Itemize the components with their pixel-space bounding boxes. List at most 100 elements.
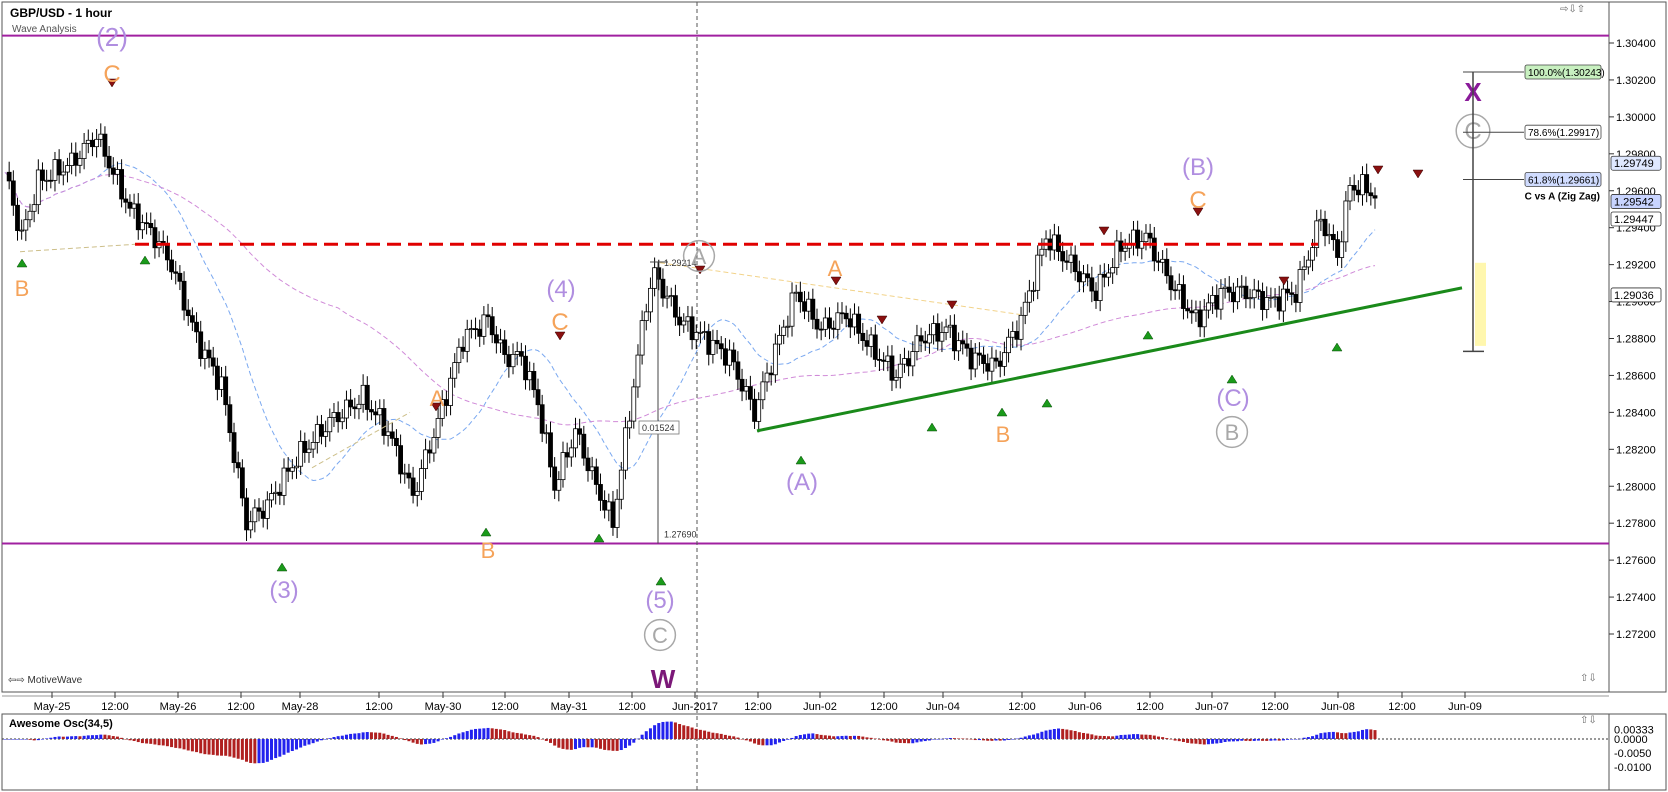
- osc-bar-falling: [136, 739, 140, 743]
- bull-candle: [781, 326, 787, 336]
- osc-bar-falling: [407, 739, 411, 742]
- osc-bar-falling: [1094, 735, 1098, 739]
- osc-bar-rising: [1002, 739, 1006, 741]
- bull-candle: [1106, 272, 1111, 278]
- osc-bar-rising: [1227, 739, 1231, 742]
- bull-candle: [52, 159, 58, 181]
- osc-bar-rising: [82, 735, 86, 739]
- osc-bar-rising: [1302, 737, 1306, 739]
- bear-candle: [1260, 291, 1265, 310]
- swing-low-marker: [480, 527, 492, 537]
- bull-candle: [327, 417, 333, 433]
- scroll-arrows-icon[interactable]: ⇧⇩: [1580, 715, 1597, 726]
- bear-candle: [673, 295, 678, 318]
- osc-bar-rising: [790, 737, 794, 739]
- osc-bar-rising: [932, 739, 936, 740]
- osc-bar-rising: [944, 738, 948, 739]
- osc-bar-rising: [1365, 729, 1369, 739]
- bull-candle: [289, 467, 295, 472]
- osc-bar-rising: [349, 733, 353, 739]
- bear-candle: [677, 316, 682, 326]
- bear-candle: [443, 399, 449, 406]
- bull-candle: [1026, 290, 1032, 303]
- swing-high-marker: [1412, 169, 1424, 179]
- osc-bar-falling: [819, 734, 823, 739]
- price-tag-label: 1.29447: [1614, 214, 1654, 226]
- wave-circle: [1215, 415, 1249, 449]
- osc-bar-rising: [486, 727, 490, 739]
- bull-candle: [1347, 185, 1353, 202]
- osc-bar-falling: [374, 732, 378, 739]
- bull-candle: [1268, 296, 1274, 299]
- bull-candle: [35, 169, 41, 206]
- osc-bar-rising: [836, 736, 840, 739]
- osc-bar-falling: [1082, 732, 1086, 739]
- osc-bar-rising: [1052, 728, 1056, 739]
- bull-candle: [777, 334, 782, 345]
- measure-top-label: 1.29214: [664, 258, 697, 268]
- bull-candle: [1110, 267, 1116, 274]
- bear-candle: [1076, 271, 1082, 283]
- osc-bar-rising: [782, 739, 786, 741]
- bear-candle: [389, 431, 395, 439]
- bull-candle: [947, 324, 953, 328]
- bull-candle: [331, 412, 337, 418]
- swing-high-marker: [1278, 276, 1290, 286]
- bear-candle: [1118, 240, 1124, 252]
- bull-candle: [589, 466, 595, 472]
- bear-candle: [610, 501, 616, 528]
- bear-candle: [1014, 331, 1020, 340]
- scroll-arrows-icon[interactable]: ⇨⇩⇧: [1560, 4, 1586, 15]
- swing-low-marker: [1041, 398, 1053, 408]
- osc-bar-falling: [732, 736, 736, 739]
- bull-candle: [772, 343, 778, 376]
- bear-candle: [73, 152, 79, 166]
- bear-candle: [10, 180, 16, 206]
- bull-candle: [914, 335, 920, 352]
- osc-bar-rising: [948, 737, 952, 739]
- bear-candle: [102, 133, 108, 157]
- osc-bar-rising: [769, 739, 773, 746]
- osc-bar-rising: [344, 734, 348, 739]
- double-arrow-left-icon[interactable]: ⇦⇨: [8, 675, 25, 686]
- bear-candle: [747, 386, 753, 400]
- bear-candle: [531, 371, 537, 391]
- osc-bar-falling: [1065, 729, 1069, 739]
- osc-bar-rising: [315, 739, 319, 742]
- osc-bar-rising: [940, 738, 944, 740]
- y-tick-label: 1.28800: [1616, 334, 1656, 346]
- bear-candle: [285, 467, 291, 472]
- double-arrow-right-icon[interactable]: ⇧⇩: [1580, 673, 1597, 684]
- bear-candle: [985, 363, 991, 372]
- osc-bar-falling: [1177, 739, 1181, 742]
- osc-bar-rising: [7, 739, 11, 740]
- osc-bar-falling: [524, 734, 528, 739]
- osc-bar-falling: [1165, 738, 1169, 739]
- osc-bar-rising: [657, 723, 661, 739]
- osc-bar-falling: [190, 739, 194, 752]
- bull-candle: [702, 331, 707, 333]
- bull-candle: [1131, 229, 1136, 246]
- osc-bar-falling: [174, 739, 178, 748]
- bear-candle: [1322, 218, 1328, 237]
- osc-bar-falling: [611, 739, 615, 751]
- osc-bar-rising: [1269, 739, 1273, 741]
- bull-candle: [85, 139, 91, 144]
- bull-candle: [1122, 247, 1128, 252]
- bull-candle: [943, 326, 949, 333]
- x-tick-label: 12:00: [101, 701, 129, 713]
- osc-bar-falling: [236, 739, 240, 759]
- osc-bar-rising: [324, 739, 328, 740]
- osc-bar-rising: [307, 739, 311, 745]
- x-tick-label: 12:00: [227, 701, 255, 713]
- bull-candle: [989, 357, 995, 372]
- wave-label: B: [481, 538, 496, 563]
- osc-bar-rising: [274, 739, 278, 759]
- osc-bar-falling: [386, 734, 390, 739]
- osc-bar-falling: [253, 739, 257, 764]
- bear-candle: [981, 354, 986, 364]
- osc-bar-rising: [923, 739, 927, 742]
- osc-bar-rising: [1027, 735, 1031, 739]
- osc-bar-rising: [319, 739, 323, 741]
- osc-bar-falling: [973, 739, 977, 741]
